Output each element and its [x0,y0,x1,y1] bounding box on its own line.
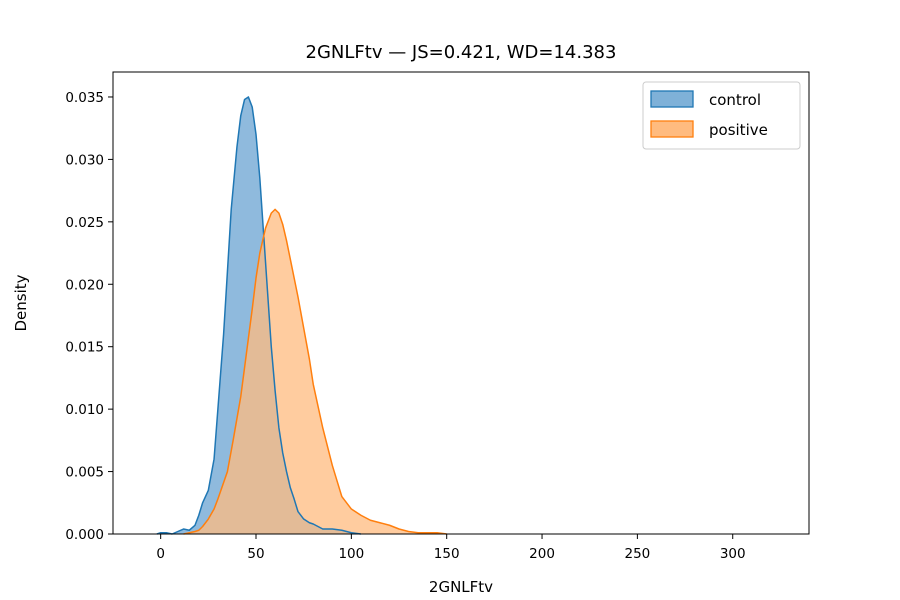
y-axis-label: Density [12,274,30,331]
x-tick-label: 100 [338,546,364,562]
series-area-positive [183,209,447,534]
x-tick-label: 250 [624,546,650,562]
legend-swatch-control [650,90,694,108]
y-tick-label: 0.000 [65,527,104,543]
legend-swatch-positive [650,120,694,138]
y-tick-label: 0.010 [65,402,104,418]
series-layer [156,96,447,535]
series-line-positive [183,208,447,535]
x-tick-label: 200 [529,546,555,562]
y-tick-label: 0.025 [65,215,104,231]
legend: control positive [642,81,801,150]
x-tick-label: 300 [720,546,746,562]
x-axis-label: 2GNLFtv [429,578,493,596]
plot-frame [112,71,810,535]
x-tick-label: 150 [434,546,460,562]
y-tick-label: 0.020 [65,277,104,293]
y-tick-label: 0.015 [65,340,104,356]
series-line-control [156,96,361,535]
chart-title: 2GNLFtv — JS=0.421, WD=14.383 [306,42,617,63]
x-axis-ticks: 0 50 100 150 200 250 300 [156,534,746,562]
legend-label-control: control [709,91,761,109]
y-tick-label: 0.035 [65,90,104,106]
y-tick-label: 0.005 [65,465,104,481]
x-tick-label: 0 [156,546,165,562]
y-axis-ticks: 0.000 0.005 0.010 0.015 0.020 0.025 0.030 0.035 [65,90,113,543]
legend-label-positive: positive [709,121,768,139]
x-tick-label: 50 [247,546,264,562]
y-tick-label: 0.030 [65,152,104,168]
